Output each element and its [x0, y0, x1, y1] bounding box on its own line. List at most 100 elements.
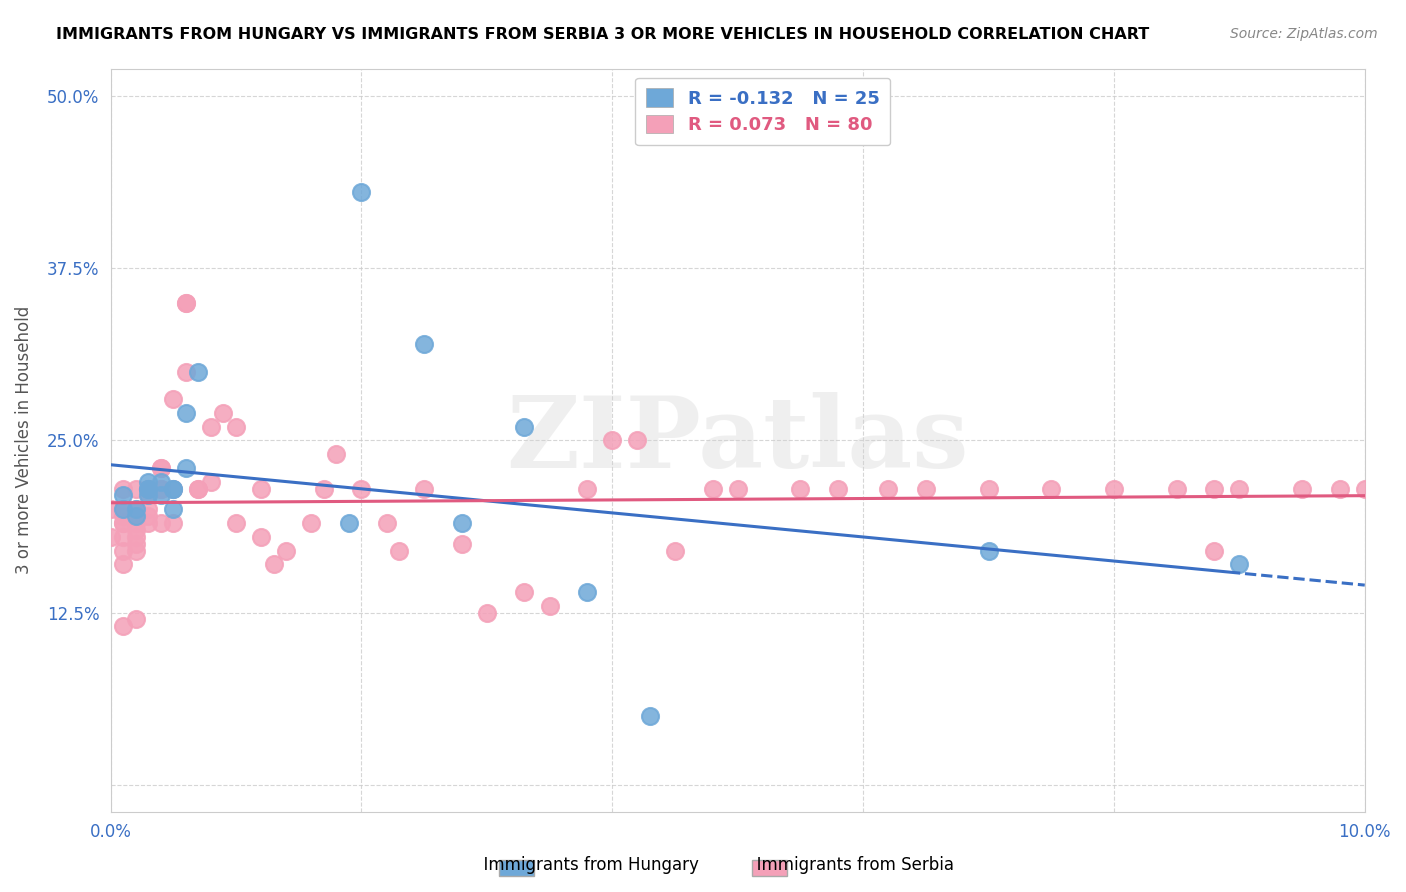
- Point: [212, 406, 235, 420]
- Point: [125, 482, 148, 496]
- Point: [174, 295, 197, 310]
- Point: [1354, 482, 1376, 496]
- Point: [174, 461, 197, 475]
- Point: [513, 419, 536, 434]
- Point: [174, 406, 197, 420]
- Point: [475, 606, 498, 620]
- Point: [136, 482, 159, 496]
- Point: [1329, 482, 1351, 496]
- Point: [789, 482, 811, 496]
- Point: [576, 585, 599, 599]
- Point: [136, 488, 159, 502]
- Point: [250, 482, 273, 496]
- Point: [125, 502, 148, 516]
- Point: [125, 530, 148, 544]
- Point: [112, 502, 135, 516]
- Point: [162, 482, 184, 496]
- Text: Source: ZipAtlas.com: Source: ZipAtlas.com: [1230, 27, 1378, 41]
- Point: [1227, 482, 1250, 496]
- Point: [263, 558, 285, 572]
- Point: [200, 475, 222, 489]
- Text: ZIPatlas: ZIPatlas: [506, 392, 969, 489]
- Point: [350, 186, 373, 200]
- Point: [1204, 482, 1226, 496]
- Point: [136, 482, 159, 496]
- Point: [1204, 543, 1226, 558]
- Point: [136, 482, 159, 496]
- Point: [125, 509, 148, 524]
- Point: [100, 530, 122, 544]
- Point: [312, 482, 335, 496]
- Point: [600, 434, 623, 448]
- Point: [125, 516, 148, 530]
- Point: [162, 516, 184, 530]
- Point: [136, 482, 159, 496]
- Point: [125, 523, 148, 537]
- Point: [162, 482, 184, 496]
- Point: [877, 482, 900, 496]
- Point: [702, 482, 724, 496]
- Point: [200, 419, 222, 434]
- Legend: R = -0.132   N = 25, R = 0.073   N = 80: R = -0.132 N = 25, R = 0.073 N = 80: [636, 78, 890, 145]
- Text: IMMIGRANTS FROM HUNGARY VS IMMIGRANTS FROM SERBIA 3 OR MORE VEHICLES IN HOUSEHOL: IMMIGRANTS FROM HUNGARY VS IMMIGRANTS FR…: [56, 27, 1150, 42]
- Point: [375, 516, 398, 530]
- Point: [149, 482, 172, 496]
- Point: [187, 482, 209, 496]
- Point: [626, 434, 648, 448]
- Point: [136, 516, 159, 530]
- Point: [174, 295, 197, 310]
- Point: [727, 482, 749, 496]
- Point: [112, 502, 135, 516]
- Point: [538, 599, 561, 613]
- Point: [125, 543, 148, 558]
- Point: [125, 502, 148, 516]
- Point: [350, 482, 373, 496]
- Point: [162, 502, 184, 516]
- Point: [112, 619, 135, 633]
- Point: [513, 585, 536, 599]
- Point: [149, 461, 172, 475]
- Point: [914, 482, 936, 496]
- Point: [413, 482, 436, 496]
- Point: [125, 612, 148, 626]
- Point: [1040, 482, 1063, 496]
- Point: [112, 482, 135, 496]
- Point: [100, 502, 122, 516]
- Point: [225, 516, 247, 530]
- Point: [1102, 482, 1125, 496]
- Point: [149, 461, 172, 475]
- Point: [174, 364, 197, 378]
- Point: [112, 558, 135, 572]
- Point: [388, 543, 411, 558]
- Point: [337, 516, 360, 530]
- Point: [136, 502, 159, 516]
- Point: [827, 482, 849, 496]
- Point: [136, 482, 159, 496]
- Y-axis label: 3 or more Vehicles in Household: 3 or more Vehicles in Household: [15, 306, 32, 574]
- Point: [112, 488, 135, 502]
- Point: [450, 516, 472, 530]
- Point: [112, 509, 135, 524]
- Point: [576, 482, 599, 496]
- Point: [187, 364, 209, 378]
- Point: [136, 475, 159, 489]
- Point: [250, 530, 273, 544]
- Point: [149, 488, 172, 502]
- Point: [149, 475, 172, 489]
- Point: [225, 419, 247, 434]
- Point: [112, 530, 135, 544]
- Point: [136, 509, 159, 524]
- Point: [413, 337, 436, 351]
- Point: [162, 392, 184, 406]
- Point: [664, 543, 686, 558]
- Point: [136, 488, 159, 502]
- Point: [276, 543, 298, 558]
- Point: [977, 482, 1000, 496]
- Point: [187, 482, 209, 496]
- Point: [325, 447, 347, 461]
- Point: [450, 536, 472, 550]
- Point: [299, 516, 322, 530]
- Point: [1166, 482, 1188, 496]
- Point: [125, 536, 148, 550]
- Point: [977, 543, 1000, 558]
